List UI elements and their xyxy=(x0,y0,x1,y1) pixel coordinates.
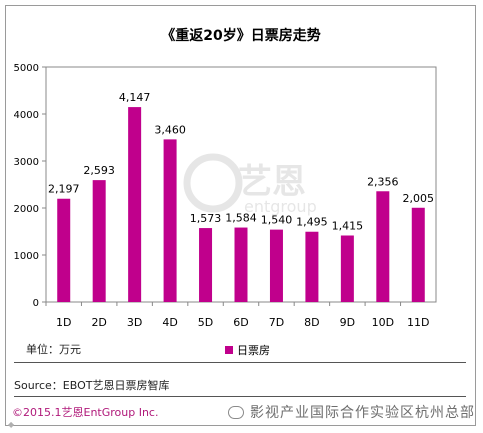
data-label: 1,584 xyxy=(225,212,257,225)
legend: 日票房 xyxy=(225,342,270,358)
bar xyxy=(340,235,354,302)
x-tick-label: 2D xyxy=(91,316,106,329)
watermark-logo: 艺恩 entgroup xyxy=(183,153,317,216)
y-tick-label: 3000 xyxy=(14,157,39,168)
bar xyxy=(199,228,213,302)
chat-icon xyxy=(228,405,244,419)
data-label: 1,495 xyxy=(296,216,328,229)
legend-label: 日票房 xyxy=(237,344,270,357)
bar xyxy=(305,231,319,302)
y-tick-label: 5000 xyxy=(14,63,39,74)
data-label: 2,197 xyxy=(48,183,80,196)
y-tick-label: 1000 xyxy=(14,251,39,262)
x-tick-label: 7D xyxy=(269,316,284,329)
bar xyxy=(411,207,425,302)
data-label: 4,147 xyxy=(119,91,151,104)
data-label: 1,415 xyxy=(332,219,364,232)
x-tick-label: 3D xyxy=(127,316,142,329)
source-text: Source：EBOT艺恩日票房智库 xyxy=(14,379,170,392)
bar xyxy=(163,139,177,302)
x-tick-label: 10D xyxy=(372,316,394,329)
x-tick-label: 5D xyxy=(198,316,213,329)
bar xyxy=(57,198,71,302)
x-tick-label: 11D xyxy=(407,316,429,329)
copyright-text: ©2015.1艺恩EntGroup Inc. xyxy=(12,406,159,419)
watermark-logo-sub: entgroup xyxy=(244,197,317,216)
x-tick-label: 9D xyxy=(340,316,355,329)
x-tick-label: 6D xyxy=(233,316,248,329)
plot-area: 0 1000 2000 3000 4000 5000 2,197 1D 2,593 2D 4,147… xyxy=(14,63,437,329)
watermark-overlay: 影视产业国际合作实验区杭州总部 xyxy=(228,402,475,422)
chart-title: 《重返20岁》日票房走势 xyxy=(161,27,320,44)
corner-mark: ◆ xyxy=(8,420,15,429)
data-label: 2,005 xyxy=(403,192,435,205)
data-label: 1,573 xyxy=(190,212,222,225)
divider-bottom xyxy=(14,396,466,397)
x-tick-label: 1D xyxy=(56,316,71,329)
x-tick-label: 4D xyxy=(162,316,177,329)
bar xyxy=(376,191,390,302)
bar xyxy=(92,180,106,302)
divider-top xyxy=(14,362,466,363)
chart-frame xyxy=(5,5,476,426)
y-tick-label: 0 xyxy=(33,298,39,309)
y-tick-label: 2000 xyxy=(14,204,39,215)
watermark-logo-text: 艺恩 xyxy=(238,162,306,202)
data-label: 2,356 xyxy=(367,175,399,188)
legend-swatch xyxy=(225,346,233,354)
watermark-overlay-text: 影视产业国际合作实验区杭州总部 xyxy=(250,405,475,421)
y-tick-label: 4000 xyxy=(14,110,39,121)
bar xyxy=(269,229,283,302)
data-label: 2,593 xyxy=(83,164,115,177)
data-label: 3,460 xyxy=(154,123,186,136)
unit-label: 单位：万元 xyxy=(26,343,81,356)
bar xyxy=(234,227,248,302)
data-label: 1,540 xyxy=(261,214,293,227)
bar xyxy=(128,107,142,302)
x-tick-label: 8D xyxy=(304,316,319,329)
